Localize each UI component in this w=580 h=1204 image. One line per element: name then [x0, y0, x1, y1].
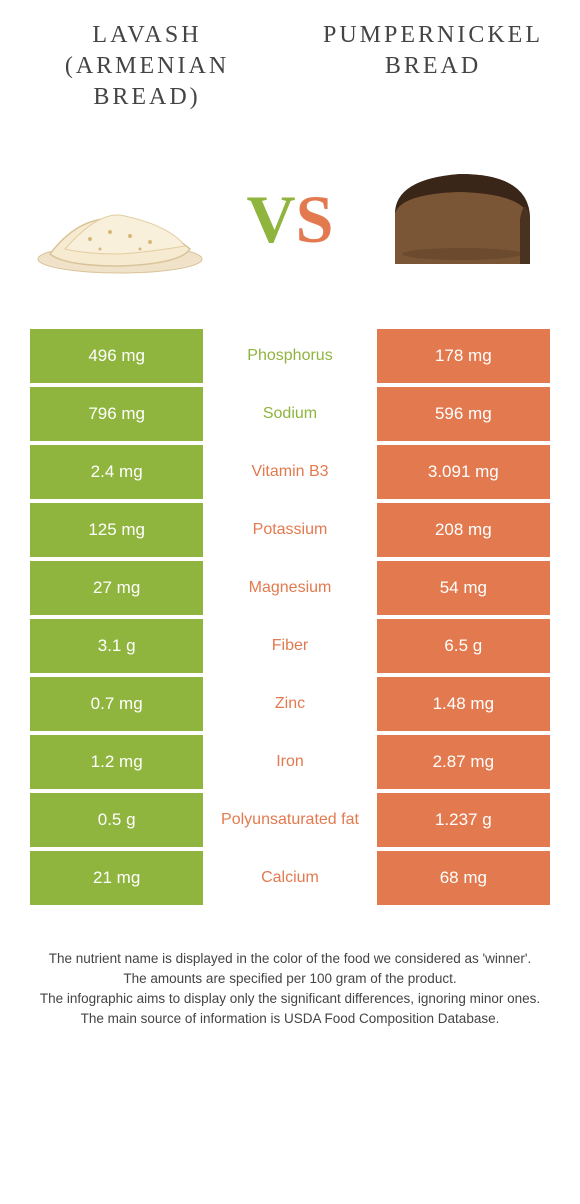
- nutrient-label: Vitamin B3: [203, 445, 376, 499]
- value-left: 0.7 mg: [30, 677, 203, 731]
- nutrient-row: 796 mgSodium596 mg: [30, 387, 550, 445]
- vs-s: S: [296, 181, 334, 257]
- title-left-line1: LAVASH: [92, 22, 201, 48]
- nutrient-row: 27 mgMagnesium54 mg: [30, 561, 550, 619]
- nutrient-label: Calcium: [203, 851, 376, 905]
- nutrient-label: Iron: [203, 735, 376, 789]
- nutrient-label: Potassium: [203, 503, 376, 557]
- nutrient-label: Magnesium: [203, 561, 376, 615]
- lavash-icon: [30, 154, 210, 284]
- nutrient-table: 496 mgPhosphorus178 mg796 mgSodium596 mg…: [30, 329, 550, 909]
- nutrient-row: 3.1 gFiber6.5 g: [30, 619, 550, 677]
- infographic-container: LAVASH (ARMENIAN BREAD) PUMPERNICKEL BRE…: [0, 0, 580, 1050]
- value-left: 2.4 mg: [30, 445, 203, 499]
- vs-label: VS: [247, 185, 334, 253]
- value-right: 54 mg: [377, 561, 550, 615]
- nutrient-label: Fiber: [203, 619, 376, 673]
- value-right: 6.5 g: [377, 619, 550, 673]
- value-right: 1.237 g: [377, 793, 550, 847]
- nutrient-label: Phosphorus: [203, 329, 376, 383]
- pumpernickel-icon: [370, 144, 550, 294]
- value-right: 596 mg: [377, 387, 550, 441]
- title-right: PUMPERNICKEL BREAD: [316, 20, 550, 82]
- value-left: 0.5 g: [30, 793, 203, 847]
- nutrient-row: 0.7 mgZinc1.48 mg: [30, 677, 550, 735]
- value-right: 178 mg: [377, 329, 550, 383]
- pumpernickel-image: [370, 144, 550, 294]
- title-left: LAVASH (ARMENIAN BREAD): [30, 20, 264, 114]
- nutrient-label: Zinc: [203, 677, 376, 731]
- title-right-line1: PUMPERNICKEL: [323, 22, 543, 48]
- nutrient-row: 125 mgPotassium208 mg: [30, 503, 550, 561]
- title-right-line2: BREAD: [385, 53, 481, 79]
- value-right: 2.87 mg: [377, 735, 550, 789]
- value-left: 125 mg: [30, 503, 203, 557]
- value-left: 21 mg: [30, 851, 203, 905]
- nutrient-row: 21 mgCalcium68 mg: [30, 851, 550, 909]
- value-left: 3.1 g: [30, 619, 203, 673]
- footer-line2: The amounts are specified per 100 gram o…: [35, 969, 545, 989]
- value-left: 496 mg: [30, 329, 203, 383]
- title-left-line2: (ARMENIAN: [65, 53, 229, 79]
- footer-line4: The main source of information is USDA F…: [35, 1009, 545, 1029]
- lavash-image: [30, 144, 210, 294]
- title-left-line3: BREAD): [93, 84, 200, 110]
- images-row: VS: [30, 144, 550, 294]
- value-left: 27 mg: [30, 561, 203, 615]
- nutrient-label: Polyunsaturated fat: [203, 793, 376, 847]
- value-right: 1.48 mg: [377, 677, 550, 731]
- vs-v: V: [247, 181, 296, 257]
- footer-notes: The nutrient name is displayed in the co…: [30, 949, 550, 1030]
- nutrient-label: Sodium: [203, 387, 376, 441]
- nutrient-row: 1.2 mgIron2.87 mg: [30, 735, 550, 793]
- value-left: 796 mg: [30, 387, 203, 441]
- footer-line1: The nutrient name is displayed in the co…: [35, 949, 545, 969]
- value-right: 208 mg: [377, 503, 550, 557]
- nutrient-row: 2.4 mgVitamin B33.091 mg: [30, 445, 550, 503]
- value-right: 68 mg: [377, 851, 550, 905]
- value-left: 1.2 mg: [30, 735, 203, 789]
- footer-line3: The infographic aims to display only the…: [35, 989, 545, 1009]
- value-right: 3.091 mg: [377, 445, 550, 499]
- header: LAVASH (ARMENIAN BREAD) PUMPERNICKEL BRE…: [30, 20, 550, 114]
- nutrient-row: 496 mgPhosphorus178 mg: [30, 329, 550, 387]
- nutrient-row: 0.5 gPolyunsaturated fat1.237 g: [30, 793, 550, 851]
